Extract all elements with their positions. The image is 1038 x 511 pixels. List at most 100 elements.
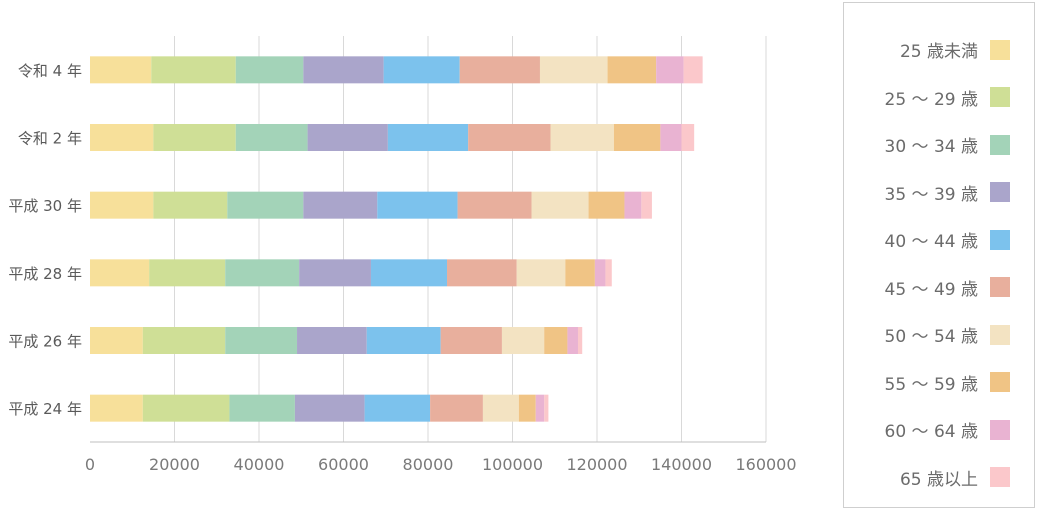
bar-segment-5-0 xyxy=(90,394,143,422)
category-label-1: 令和 2 年 xyxy=(18,130,82,148)
category-label-5: 平成 24 年 xyxy=(8,400,82,418)
category-label-3: 平成 28 年 xyxy=(8,265,82,283)
legend-swatch xyxy=(990,467,1010,487)
bar-segment-3-2 xyxy=(225,259,300,287)
bar-segment-1-5 xyxy=(468,124,551,151)
bar-segment-5-7 xyxy=(518,394,536,422)
bar-segment-3-5 xyxy=(447,259,517,287)
legend-item-9: 65 歳以上 xyxy=(900,465,1010,490)
x-tick-label-140000: 140000 xyxy=(651,455,712,474)
legend-swatch xyxy=(990,39,1010,60)
bar-segment-1-0 xyxy=(90,124,154,151)
legend-label: 30 ～ 34 歳 xyxy=(884,137,978,157)
bar-segment-3-7 xyxy=(565,259,595,287)
bar-segment-5-9 xyxy=(544,394,549,422)
legend-label: 35 ～ 39 歳 xyxy=(884,184,978,205)
legend-item-4: 40 ～ 44 歳 xyxy=(885,227,1010,252)
legend-item-8: 60 ～ 64 歳 xyxy=(885,417,1010,442)
legend-item-0: 25 歳未満 xyxy=(900,37,1010,62)
bar-segment-2-5 xyxy=(457,191,532,219)
bar-segment-2-0 xyxy=(90,191,154,219)
bar-segment-4-4 xyxy=(366,327,441,354)
x-tick-label-60000: 60000 xyxy=(318,455,369,474)
grid-lines xyxy=(174,36,767,442)
bar-segment-0-5 xyxy=(459,56,540,84)
bar-segment-5-8 xyxy=(535,394,545,422)
bar-segment-0-7 xyxy=(607,56,657,84)
legend-item-6: 50 ～ 54 歳 xyxy=(885,322,1010,347)
bar-segment-5-1 xyxy=(142,394,230,422)
bar-segment-5-5 xyxy=(430,394,483,422)
bar-segment-4-0 xyxy=(90,327,143,354)
x-tick-label-100000: 100000 xyxy=(482,455,543,474)
legend-swatch xyxy=(990,229,1010,250)
legend-label: 50 ～ 54 歳 xyxy=(884,327,978,347)
bar-segment-3-8 xyxy=(594,259,606,287)
bar-segment-3-0 xyxy=(90,259,150,287)
bar-segment-2-2 xyxy=(227,191,304,219)
bar-segment-1-8 xyxy=(660,124,682,151)
bar-segment-0-8 xyxy=(656,56,684,84)
bar-segment-2-3 xyxy=(303,191,378,219)
legend-label: 65 歳以上 xyxy=(899,469,978,490)
bar-segment-1-6 xyxy=(550,124,614,151)
legend-item-2: 30 ～ 34 歳 xyxy=(885,132,1010,157)
legend-item-3: 35 ～ 39 歳 xyxy=(885,180,1010,205)
legend-swatch xyxy=(990,134,1010,155)
bar-segment-0-1 xyxy=(151,56,236,84)
category-label-2: 平成 30 年 xyxy=(8,197,82,215)
legend-label: 60 ～ 64 歳 xyxy=(884,422,978,442)
legend-label: 55 ～ 59 歳 xyxy=(884,374,978,395)
bar-segment-5-3 xyxy=(294,394,365,422)
legend-item-5: 45 ～ 49 歳 xyxy=(885,275,1010,300)
legend-swatch xyxy=(990,372,1010,392)
legend-label: 25 歳未満 xyxy=(899,42,978,62)
category-label-0: 令和 4 年 xyxy=(18,62,82,80)
legend-swatch xyxy=(990,87,1010,107)
bar-segment-4-2 xyxy=(225,327,298,354)
bar-segment-5-2 xyxy=(229,394,295,422)
bar-segment-1-9 xyxy=(681,124,695,151)
bar-segment-2-1 xyxy=(153,191,228,219)
legend-label: 40 ～ 44 歳 xyxy=(884,232,978,252)
bar-segment-1-1 xyxy=(153,124,236,151)
legend-swatch xyxy=(990,277,1010,297)
bar-segment-4-8 xyxy=(567,327,578,354)
legend-swatch xyxy=(990,182,1010,202)
bar-segment-2-8 xyxy=(624,191,642,219)
bar-segment-0-6 xyxy=(539,56,608,84)
bar-segment-0-9 xyxy=(683,56,703,84)
bar-segment-4-9 xyxy=(577,327,583,354)
bar-segment-3-6 xyxy=(516,259,566,287)
bar-segment-2-4 xyxy=(377,191,458,219)
category-labels: 令和 4 年令和 2 年平成 30 年平成 28 年平成 26 年平成 24 年 xyxy=(8,62,82,418)
bar-segment-3-1 xyxy=(149,259,226,287)
legend-swatch xyxy=(990,324,1010,345)
x-tick-label-160000: 160000 xyxy=(735,455,796,474)
legend-label: 45 ～ 49 歳 xyxy=(884,279,978,300)
bar-segment-3-3 xyxy=(299,259,371,287)
bar-chart: 令和 4 年令和 2 年平成 30 年平成 28 年平成 26 年平成 24 年… xyxy=(8,36,797,474)
bar-segment-2-7 xyxy=(588,191,625,219)
bar-segment-5-6 xyxy=(482,394,519,422)
x-tick-label-20000: 20000 xyxy=(149,455,200,474)
legend-swatch xyxy=(990,419,1010,440)
bar-segment-0-4 xyxy=(383,56,460,84)
bar-segment-4-5 xyxy=(440,327,502,354)
bar-segment-3-9 xyxy=(605,259,612,287)
x-tick-label-120000: 120000 xyxy=(566,455,627,474)
bar-segment-0-3 xyxy=(303,56,384,84)
x-tick-label-80000: 80000 xyxy=(403,455,454,474)
bar-segment-1-3 xyxy=(307,124,388,151)
x-tick-label-0: 0 xyxy=(85,455,95,474)
bar-segment-4-7 xyxy=(544,327,568,354)
bar-segment-3-4 xyxy=(370,259,448,287)
legend-item-1: 25 ～ 29 歳 xyxy=(885,85,1010,110)
x-tick-labels: 0 20000 40000 60000 80000 100000 120000 140000 1… xyxy=(85,455,797,474)
bar-segment-2-6 xyxy=(531,191,589,219)
legend-item-7: 55 ～ 59 歳 xyxy=(885,370,1010,395)
bar-segment-0-0 xyxy=(90,56,152,84)
bar-segment-0-2 xyxy=(235,56,304,84)
bar-segment-1-4 xyxy=(387,124,469,151)
bar-segment-1-2 xyxy=(235,124,308,151)
